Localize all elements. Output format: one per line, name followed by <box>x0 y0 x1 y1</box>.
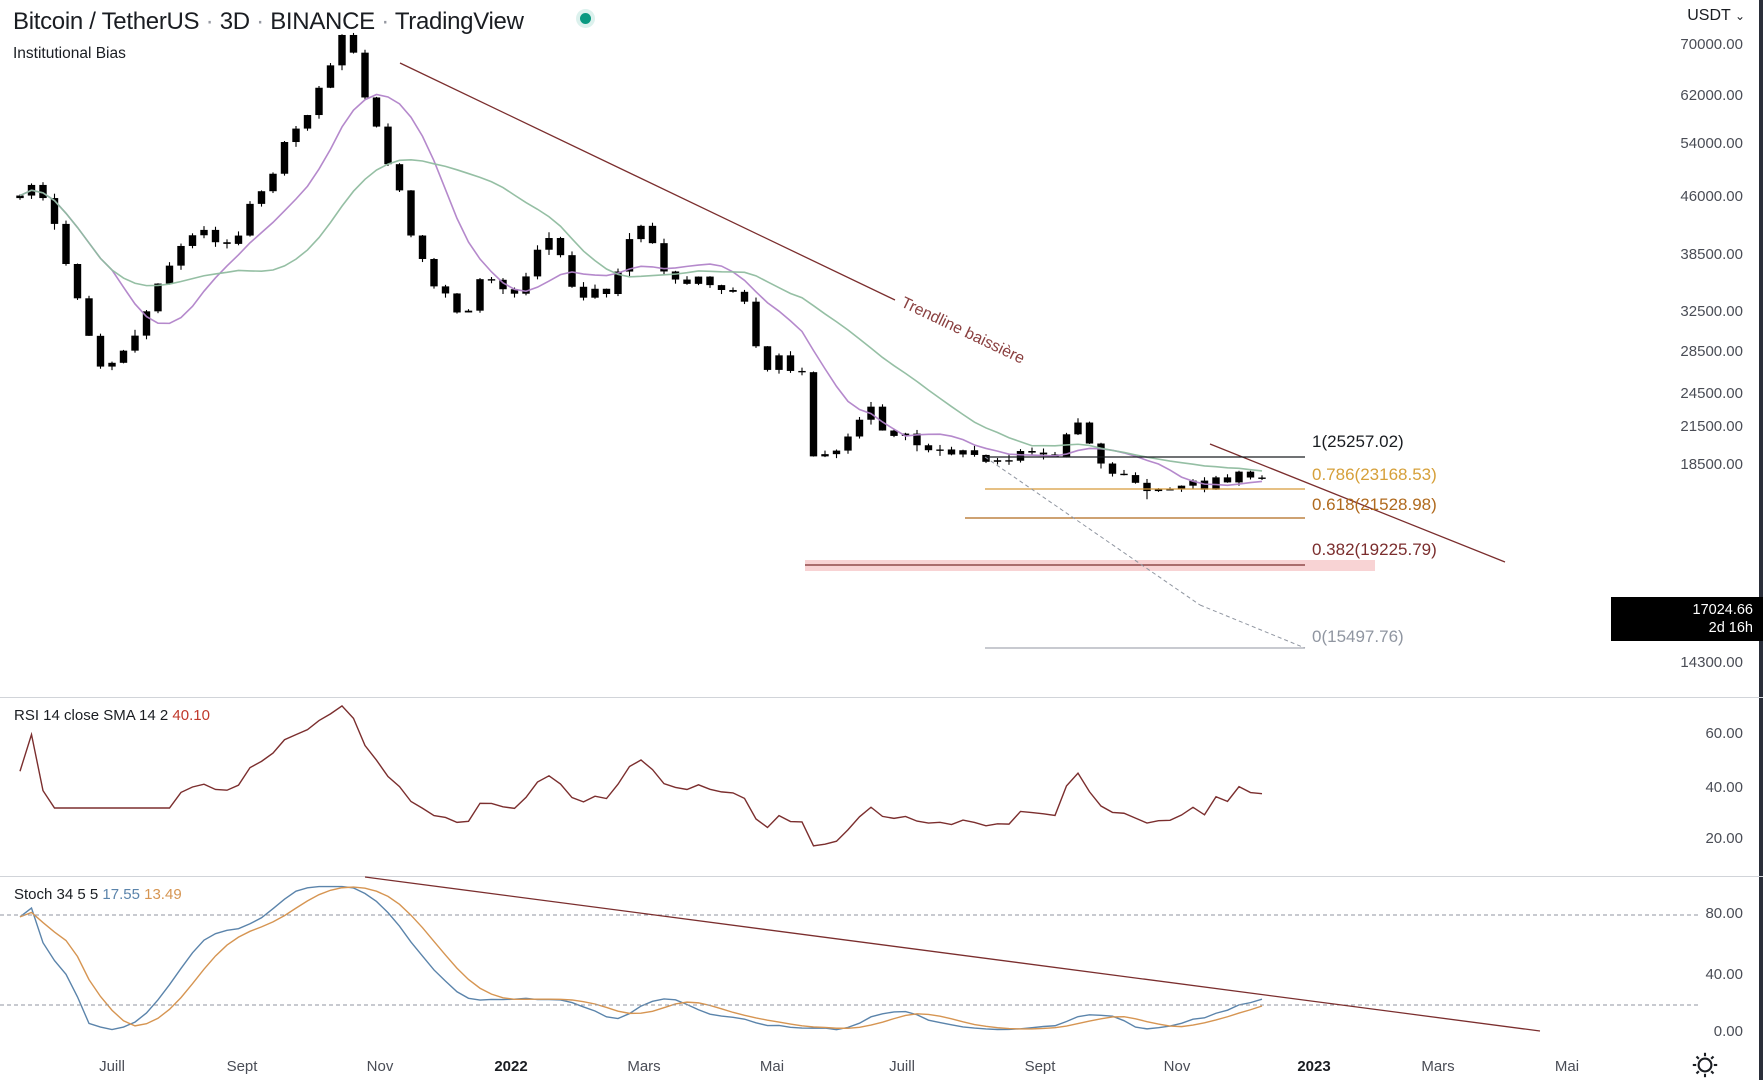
svg-text:0.618(21528.98): 0.618(21528.98) <box>1312 495 1437 514</box>
svg-text:Trendline baissière: Trendline baissière <box>898 294 1027 367</box>
svg-text:0.382(19225.79): 0.382(19225.79) <box>1312 540 1437 559</box>
svg-text:1(25257.02): 1(25257.02) <box>1312 432 1404 451</box>
svg-text:0(15497.76): 0(15497.76) <box>1312 627 1404 646</box>
svg-text:0.786(23168.53): 0.786(23168.53) <box>1312 465 1437 484</box>
